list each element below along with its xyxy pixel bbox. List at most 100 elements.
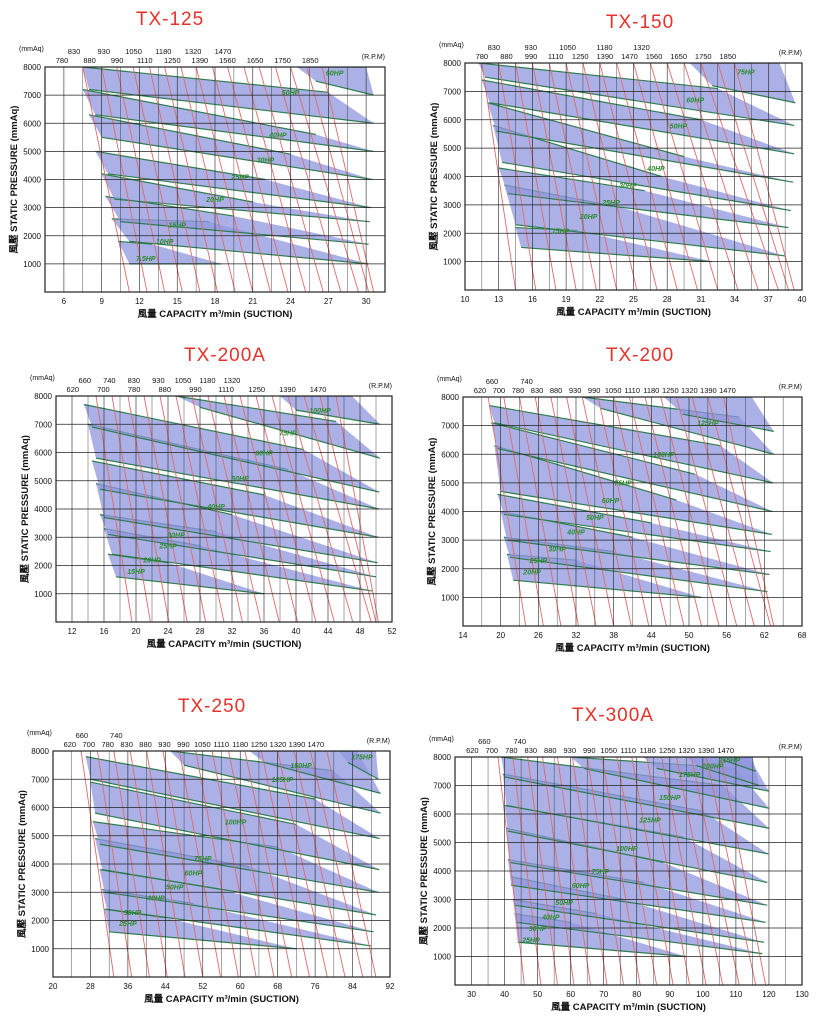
hp-label: 40HP: [206, 504, 225, 511]
x-tick-label: 24: [286, 297, 295, 306]
rpm-label-bottom-row: 780: [56, 56, 69, 65]
rpm-label-bottom-row: 1250: [662, 386, 679, 395]
y-unit-label: (mmAq): [439, 42, 464, 49]
y-tick-label: 6000: [23, 119, 41, 128]
power-band-area: [84, 404, 380, 493]
power-band-lower-edge: [295, 409, 381, 425]
y-axis-label: 風壓 STATIC PRESSURE (mmAq): [16, 790, 28, 938]
y-tick-label: 2000: [34, 562, 52, 571]
y-tick-label: 2000: [31, 917, 49, 926]
y-tick-label: 6000: [443, 116, 461, 125]
power-band-upper-edge: [175, 396, 337, 423]
x-tick-label: 92: [386, 982, 395, 991]
y-tick-label: 7000: [34, 420, 52, 429]
hp-label: 10HP: [156, 239, 174, 246]
x-tick-label: 15: [173, 297, 182, 306]
power-band-area: [92, 821, 379, 893]
rpm-label-top-row: 930: [98, 47, 111, 56]
x-tick-label: 31: [696, 295, 705, 304]
chart-2: TX-200A 15HP 20HP 25HP 30HP 40HP 50HP 60HP 75HP 1…: [19, 345, 397, 650]
x-tick-label: 24: [164, 627, 173, 636]
rpm-label-bottom-row: 1180: [643, 386, 659, 395]
y-tick-label: 7000: [23, 91, 41, 100]
hp-label: 40HP: [646, 166, 665, 173]
plot-frame: [44, 66, 386, 293]
rpm-label-bottom-row: 880: [83, 56, 96, 65]
y-tick-label: 2000: [441, 565, 459, 574]
x-axis-label: 風量 CAPACITY m³/min (SUCTION): [138, 308, 293, 320]
power-band-area: [101, 173, 370, 222]
power-band-lower-edge: [517, 941, 687, 958]
y-axis-label: 風壓 STATIC PRESSURE (mmAq): [428, 103, 440, 251]
x-tick-label: 32: [572, 631, 581, 640]
y-tick-label: 1000: [34, 590, 52, 599]
rpm-label-bottom-row: 1390: [289, 740, 306, 749]
power-band-lower-edge: [510, 556, 768, 593]
y-tick-label: 7000: [433, 782, 451, 791]
rpm-label-top-row: 1320: [185, 47, 202, 56]
rpm-label-bottom-row: 700: [97, 385, 110, 394]
y-axis-label: 風壓 STATIC PRESSURE (mmAq): [418, 797, 430, 945]
x-tick-label: 14: [459, 631, 468, 640]
rpm-label-bottom-row: 1390: [700, 386, 717, 395]
rpm-label-bottom-row: 880: [159, 385, 172, 394]
rpm-label-bottom-row: 1390: [597, 52, 614, 61]
x-tick-label: 12: [135, 297, 144, 306]
y-tick-label: 3000: [441, 536, 459, 545]
y-tick-label: 5000: [443, 144, 461, 153]
power-band-lower-edge: [90, 778, 380, 840]
rpm-label-bottom-row: 1110: [213, 740, 229, 749]
y-tick-label: 5000: [34, 477, 52, 486]
hp-label: 50HP: [231, 476, 249, 483]
x-tick-label: 52: [388, 627, 397, 636]
y-tick-label: 6000: [433, 810, 451, 819]
power-band-area: [170, 751, 381, 814]
power-band-lower-edge: [263, 761, 381, 794]
power-band-lower-edge: [95, 457, 380, 510]
rpm-label-bottom-row: 1250: [659, 746, 676, 755]
power-band-lower-edge: [95, 812, 380, 871]
x-axis-label: 風量 CAPACITY m³/min (SUCTION): [147, 638, 302, 650]
hp-label: 50HP: [282, 90, 300, 97]
x-tick-label: 26: [534, 631, 543, 640]
x-tick-label: 80: [632, 990, 641, 999]
power-band-lower-edge: [516, 921, 763, 955]
rpm-label-bottom-row: 620: [64, 740, 77, 749]
power-band-lower-edge: [722, 759, 756, 772]
hp-label: 20HP: [142, 558, 161, 565]
y-unit-label: (mmAq): [19, 46, 44, 53]
y-tick-label: 4000: [23, 176, 41, 185]
y-unit-label: (mmAq): [27, 730, 52, 737]
y-tick-label: 6000: [34, 449, 52, 458]
x-tick-label: 110: [730, 990, 743, 999]
power-band-area: [102, 889, 372, 946]
hp-label: 30HP: [548, 547, 566, 554]
plot-frame: [55, 395, 393, 623]
x-tick-label: 50: [685, 631, 694, 640]
rpm-label-top-row: 1320: [224, 376, 241, 385]
power-band-lower-edge: [583, 767, 770, 809]
power-band-area: [92, 460, 379, 538]
rpm-label-bottom-row: 1470: [308, 740, 325, 749]
power-band-lower-edge: [120, 221, 369, 245]
power-band-area: [90, 782, 380, 870]
y-tick-label: 3000: [34, 533, 52, 542]
hp-label: 40HP: [541, 914, 560, 921]
x-tick-label: 21: [248, 297, 257, 306]
power-band-lower-edge: [103, 516, 378, 564]
rpm-unit-label: (R.P.M): [367, 738, 390, 745]
hp-label: 30HP: [529, 926, 547, 933]
rpm-label-bottom-row: 830: [525, 746, 538, 755]
x-tick-label: 68: [798, 631, 807, 640]
power-band-upper-edge: [82, 67, 329, 93]
hp-label: 125HP: [639, 818, 661, 825]
power-band-lower-edge: [496, 130, 794, 183]
hp-label: 20HP: [522, 569, 541, 576]
power-band-lower-edge: [509, 861, 768, 906]
x-tick-label: 38: [609, 631, 618, 640]
power-band-area: [497, 494, 771, 552]
power-band-area: [99, 869, 374, 932]
rpm-label-bottom-row: 780: [512, 386, 525, 395]
power-band-area: [515, 227, 713, 262]
power-band-area: [88, 424, 380, 509]
